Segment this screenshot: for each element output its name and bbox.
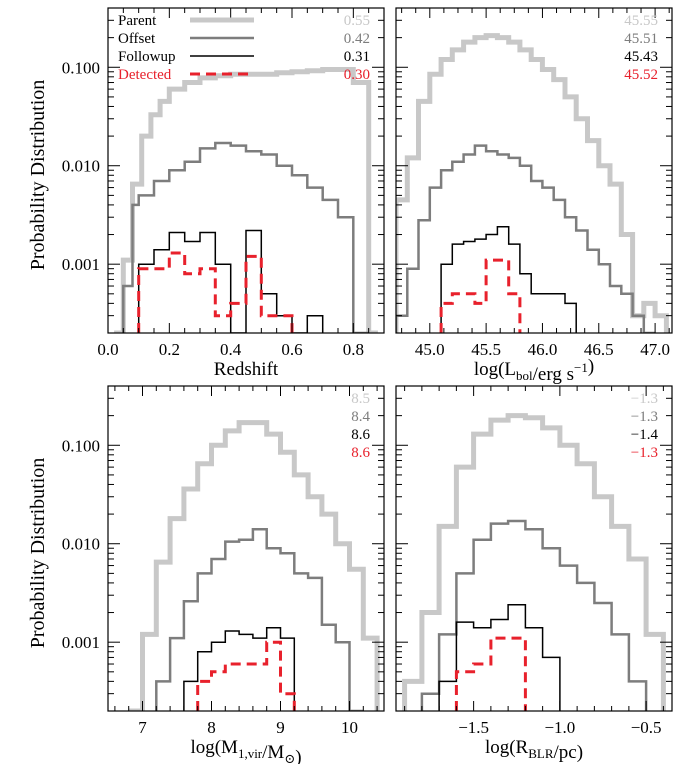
panel-stats: −1.3 −1.3 −1.4 −1.3 (631, 391, 659, 461)
stat-detected: −1.3 (631, 445, 658, 461)
series-layer (402, 413, 666, 711)
series-layer (396, 33, 669, 333)
panel-stats: 0.55 0.42 0.31 0.30 (344, 13, 370, 83)
legend-label-followup: Followup (118, 49, 176, 65)
series-detected-line (137, 251, 294, 333)
series-offset-line (122, 141, 369, 333)
series-followup-line (440, 226, 577, 333)
x-tick-label: 9 (276, 718, 285, 737)
x-tick-label: 0.6 (281, 340, 302, 359)
x-axis-title: log(RBLR/pc) (485, 737, 583, 763)
x-tick-label: 7 (138, 718, 147, 737)
x-axis-title: Redshift (214, 359, 279, 380)
series-layer (128, 420, 380, 711)
legend: Parent Offset Followup Detected (118, 13, 254, 83)
x-tick-label: 8 (207, 718, 216, 737)
x-axis: −1.5 −1.0 −0.5 (404, 386, 664, 737)
axis-title-layer: Probability Distribution Probability Dis… (27, 80, 49, 649)
y-tick-label: 0.010 (62, 157, 100, 176)
series-parent-line (128, 420, 380, 711)
y-tick-label: 0.001 (62, 255, 100, 274)
x-axis: 45.0 45.5 46.0 46.5 47.0 (401, 8, 670, 359)
panel-bottom-right: −1.5 −1.0 −0.5 log(RBLR/pc) −1.3 −1.3 −1.4 −1.3 (395, 385, 673, 763)
series-followup-line (438, 604, 561, 711)
y-tick-label: 0.010 (62, 535, 100, 554)
x-axis-title: log(Lbol/erg s−1) (474, 356, 594, 385)
y-axis (396, 385, 672, 712)
plot-frame (107, 385, 385, 712)
x-tick-label: 45.0 (415, 340, 445, 359)
stat-followup: −1.4 (631, 427, 659, 443)
x-tick-label: 0.2 (159, 340, 180, 359)
stat-followup: 45.43 (624, 49, 658, 65)
x-tick-label: −1.5 (458, 718, 489, 737)
x-tick-label: 0.8 (343, 340, 364, 359)
series-layer (114, 67, 378, 333)
stat-followup: 0.31 (344, 49, 370, 65)
series-offset-line (420, 519, 648, 711)
x-tick-label: 0.4 (220, 340, 242, 359)
x-tick-label: 0.0 (97, 340, 118, 359)
stat-parent: 45.55 (624, 13, 658, 29)
legend-label-parent: Parent (118, 13, 157, 29)
x-tick-label: 46.0 (528, 340, 558, 359)
series-offset-line (155, 528, 364, 711)
series-parent-line (402, 413, 666, 711)
panel-stats: 45.55 45.51 45.43 45.52 (624, 13, 658, 83)
x-axis: 0.0 0.2 0.4 0.6 0.8 (97, 8, 385, 359)
series-parent-line (114, 67, 378, 333)
x-tick-label: 10 (341, 718, 358, 737)
panels: 0.0 0.2 0.4 0.6 0.8Redshift0.0010.0100.1000.… (62, 7, 673, 764)
y-axis-title-top: Probability Distribution (27, 80, 49, 271)
stat-offset: 0.42 (344, 31, 370, 47)
series-detected-line (196, 640, 296, 711)
x-tick-label: −1.0 (544, 718, 575, 737)
x-axis: 7 8 9 10 (114, 386, 378, 737)
y-tick-label: 0.001 (62, 633, 100, 652)
y-axis: 0.001 0.010 0.100 (62, 7, 384, 334)
stat-detected: 0.30 (344, 67, 370, 83)
stat-offset: 8.4 (351, 409, 370, 425)
stat-parent: 0.55 (344, 13, 370, 29)
stat-parent: −1.3 (631, 391, 658, 407)
x-tick-label: 45.5 (471, 340, 501, 359)
stat-parent: 8.5 (351, 391, 370, 407)
panel-bottom-left: 7 8 9 10 log(M1,vir/M⊙) 0.001 0.010 0.100 8.5 8.4… (62, 385, 385, 764)
legend-label-offset: Offset (118, 31, 156, 47)
series-parent-line (396, 33, 669, 333)
y-axis (396, 7, 672, 334)
series-followup-line (183, 627, 296, 711)
stat-offset: 45.51 (624, 31, 658, 47)
x-tick-label: 47.0 (640, 340, 670, 359)
panel-top-left: 0.0 0.2 0.4 0.6 0.8Redshift0.0010.0100.1000.… (62, 7, 385, 380)
x-tick-label: −0.5 (631, 718, 662, 737)
series-detected-line (439, 258, 522, 333)
stat-detected: 45.52 (624, 67, 658, 83)
series-detected-line (454, 636, 527, 711)
y-axis-title-bottom: Probability Distribution (27, 458, 49, 649)
x-axis-title: log(M1,vir/M⊙) (190, 737, 301, 764)
legend-label-detected: Detected (118, 67, 172, 83)
stat-followup: 8.6 (351, 427, 370, 443)
panel-stats: 8.5 8.4 8.6 8.6 (351, 391, 370, 461)
y-axis: 0.001 0.010 0.100 (62, 385, 384, 712)
stat-detected: 8.6 (351, 445, 370, 461)
y-tick-label: 0.100 (62, 436, 100, 455)
series-followup-line (137, 229, 324, 333)
stat-offset: −1.3 (631, 409, 658, 425)
series-offset-line (396, 144, 656, 333)
x-tick-label: 46.5 (584, 340, 614, 359)
y-tick-label: 0.100 (62, 58, 100, 77)
